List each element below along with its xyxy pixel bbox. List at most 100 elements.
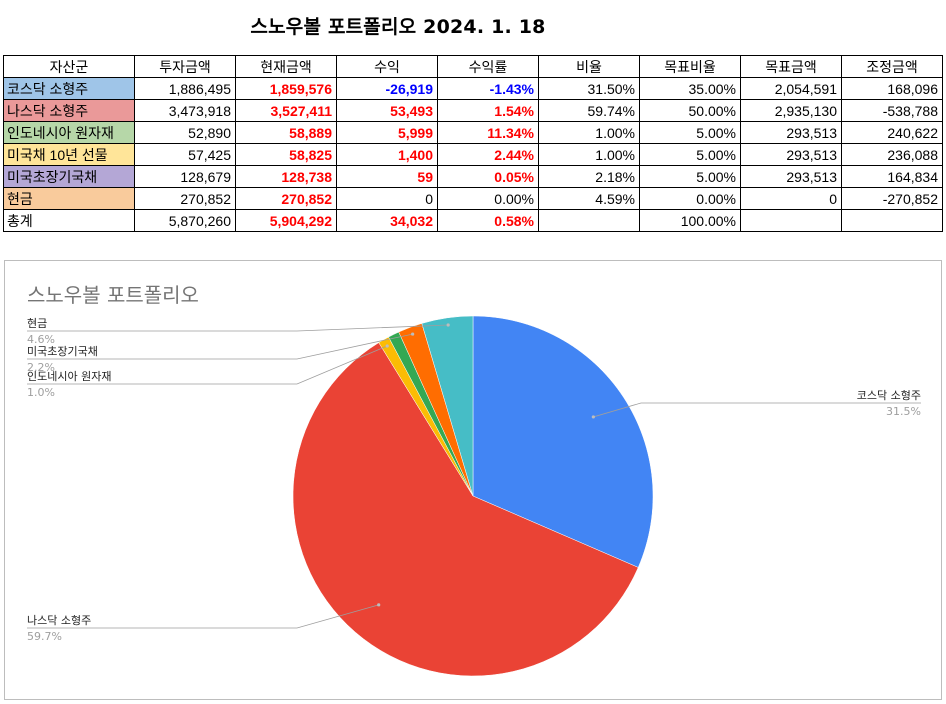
cell-profit: 1,400 [336,143,438,166]
pie-label-value: 1.0% [27,386,55,399]
cell-asset-name: 미국채 10년 선물 [3,143,135,166]
table-total-row: 총계 5,870,260 5,904,292 34,032 0.58% 100.00% [3,209,943,232]
cell-target-amount: 2,054,591 [740,77,842,100]
cell-ratio: 2.18% [538,165,640,188]
cell-total-current: 5,904,292 [235,209,337,232]
cell-adjust: -538,788 [841,99,943,122]
cell-invest: 57,425 [134,143,236,166]
table-row: 인도네시아 원자재 52,890 58,889 5,999 11.34% 1.00% 5.0… [3,121,943,144]
cell-invest: 52,890 [134,121,236,144]
pie-leader-dot [411,332,415,336]
table-row: 미국초장기국채 128,679 128,738 59 0.05% 2.18% 5.00% 29… [3,165,943,188]
pie-label-name: 코스닥 소형주 [857,389,921,402]
cell-asset-name: 미국초장기국채 [3,165,135,188]
pie-label: 나스닥 소형주 59.7% [27,603,381,643]
cell-adjust: 168,096 [841,77,943,100]
pie-label-name: 인도네시아 원자재 [27,370,111,383]
cell-current: 128,738 [235,165,337,188]
pie-leader-dot [385,344,389,348]
cell-adjust: 236,088 [841,143,943,166]
cell-rate: 1.54% [437,99,539,122]
cell-invest: 128,679 [134,165,236,188]
cell-profit: 59 [336,165,438,188]
cell-total-profit: 34,032 [336,209,438,232]
pie-leader-line [27,604,379,629]
pie-label: 미국초장기국채 2.2% [27,332,415,374]
pie-label-value: 59.7% [27,630,62,643]
cell-profit: -26,919 [336,77,438,100]
cell-invest: 3,473,918 [134,99,236,122]
table-row: 나스닥 소형주 3,473,918 3,527,411 53,493 1.54% 59.7… [3,99,943,122]
cell-asset-name: 나스닥 소형주 [3,99,135,122]
cell-ratio: 1.00% [538,143,640,166]
chart-title: 스노우볼 포트폴리오 [27,283,199,307]
pie-label: 코스닥 소형주 31.5% [591,389,921,419]
pie-slice [292,342,639,677]
cell-current: 58,825 [235,143,337,166]
pie-leader-line [27,345,388,385]
cell-total-ratio [538,209,640,232]
cell-target-ratio: 5.00% [639,121,741,144]
cell-total-invest: 5,870,260 [134,209,236,232]
cell-total-target-ratio: 100.00% [639,209,741,232]
cell-target-ratio: 50.00% [639,99,741,122]
header-invest: 투자금액 [134,55,236,78]
portfolio-table: 자산군 투자금액 현재금액 수익 수익률 비율 목표비율 목표금액 조정금액 코… [3,55,943,232]
cell-total-rate: 0.58% [437,209,539,232]
pie-leader-dot [446,323,450,327]
table-row: 현금 270,852 270,852 0 0.00% 4.59% 0.00% 0 -270,85… [3,187,943,210]
cell-adjust: -270,852 [841,187,943,210]
cell-target-ratio: 5.00% [639,143,741,166]
pie-label-name: 현금 [27,317,47,330]
header-profit: 수익 [336,55,438,78]
cell-ratio: 59.74% [538,99,640,122]
pie-chart: 코스닥 소형주 31.5% 나스닥 소형주 59.7% 인도네시아 원자재 1.0% 미국초… [27,315,921,677]
cell-rate: 0.05% [437,165,539,188]
cell-invest: 1,886,495 [134,77,236,100]
pie-leader-line [27,333,413,360]
pie-slice [472,315,654,568]
cell-adjust: 164,834 [841,165,943,188]
header-ratio: 비율 [538,55,640,78]
cell-invest: 270,852 [134,187,236,210]
cell-ratio: 31.50% [538,77,640,100]
cell-current: 3,527,411 [235,99,337,122]
cell-asset-name: 인도네시아 원자재 [3,121,135,144]
cell-total-label: 총계 [3,209,135,232]
pie-leader-line [593,402,921,418]
cell-target-amount: 293,513 [740,121,842,144]
cell-rate: 11.34% [437,121,539,144]
cell-asset-name: 코스닥 소형주 [3,77,135,100]
cell-adjust: 240,622 [841,121,943,144]
cell-rate: 2.44% [437,143,539,166]
cell-current: 270,852 [235,187,337,210]
header-adjust: 조정금액 [841,55,943,78]
pie-leader-line [27,324,449,332]
cell-target-ratio: 35.00% [639,77,741,100]
header-current: 현재금액 [235,55,337,78]
pie-leader-dot [591,415,595,419]
pie-label: 현금 4.6% [27,317,450,346]
page-title: 스노우볼 포트폴리오 2024. 1. 18 [250,16,546,38]
cell-current: 1,859,576 [235,77,337,100]
cell-profit: 5,999 [336,121,438,144]
pie-leader-dot [377,603,381,607]
pie-label-value: 31.5% [886,405,921,418]
cell-rate: 0.00% [437,187,539,210]
pie-chart-panel: 스노우볼 포트폴리오 코스닥 소형주 31.5% 나스닥 소형주 59.7% 인도네시아… [4,260,942,700]
header-rate: 수익률 [437,55,539,78]
cell-rate: -1.43% [437,77,539,100]
pie-label-value: 2.2% [27,361,55,374]
cell-ratio: 1.00% [538,121,640,144]
pie-label-name: 나스닥 소형주 [27,614,91,627]
pie-label: 인도네시아 원자재 1.0% [27,344,389,399]
cell-target-amount: 293,513 [740,143,842,166]
cell-ratio: 4.59% [538,187,640,210]
cell-profit: 53,493 [336,99,438,122]
cell-target-ratio: 5.00% [639,165,741,188]
cell-asset-name: 현금 [3,187,135,210]
pie-label-name: 미국초장기국채 [27,345,98,358]
pie-label-value: 4.6% [27,333,55,346]
table-header-row: 자산군 투자금액 현재금액 수익 수익률 비율 목표비율 목표금액 조정금액 [3,55,943,78]
header-asset-class: 자산군 [3,55,135,78]
